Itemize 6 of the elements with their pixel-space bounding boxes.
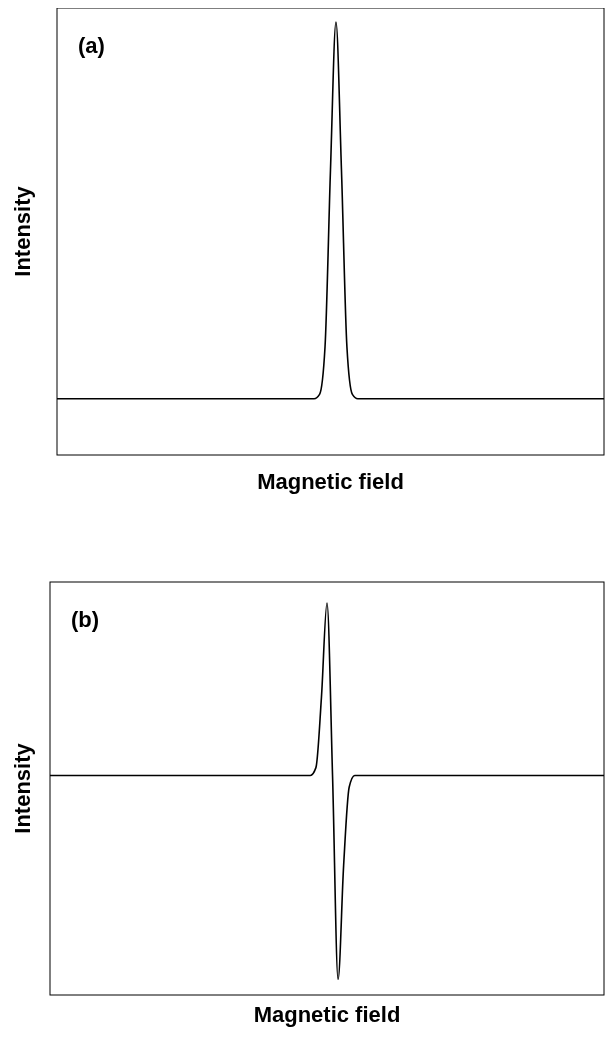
annotation: (b) — [71, 607, 100, 632]
annotation: (a) — [78, 33, 105, 58]
y-axis-title: Intensity — [9, 742, 35, 834]
x-axis-title: Magnetic field — [253, 1002, 401, 1027]
x-axis-title: Magnetic field — [257, 469, 404, 494]
y-axis-title: Intensity — [9, 185, 35, 277]
